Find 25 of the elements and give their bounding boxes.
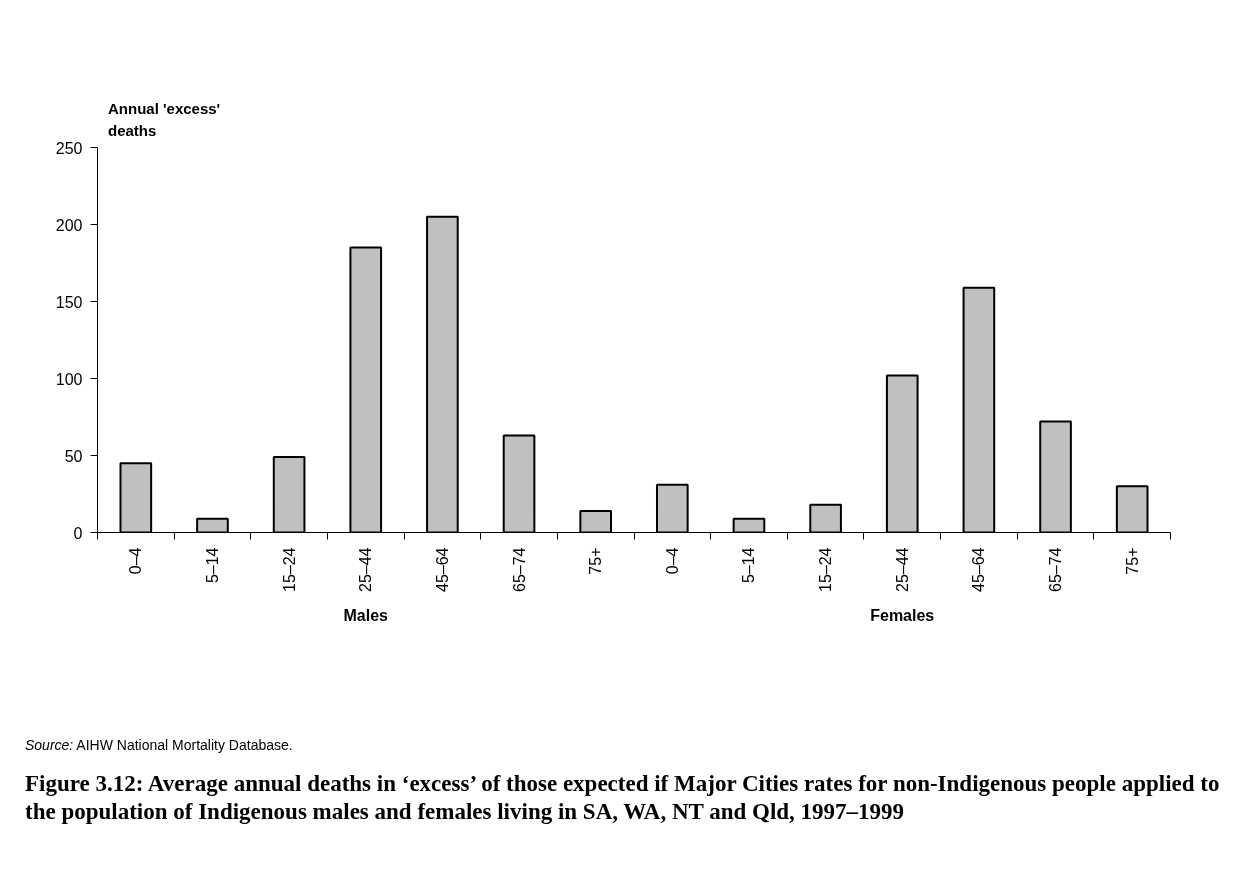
x-tick-label: 5–14	[203, 547, 221, 584]
y-tick-label: 150	[55, 293, 83, 311]
x-tick-label: 25–44	[357, 547, 375, 592]
x-tick-label: 75+	[1123, 547, 1141, 575]
x-tick-label: 15–24	[280, 547, 298, 592]
x-tick-label: 45–64	[970, 547, 988, 592]
y-axis-title: Annual 'excess' deaths	[108, 99, 222, 141]
y-tick-label: 0	[73, 524, 83, 542]
x-tick-label: 75+	[587, 547, 605, 575]
source-note: Source: AIHW National Mortality Database.	[25, 736, 293, 755]
x-tick-label: 65–74	[510, 547, 528, 592]
x-tick-label: 0–4	[663, 547, 681, 575]
y-tick-label: 50	[64, 447, 83, 465]
y-tick-label: 200	[55, 216, 83, 234]
y-tick-label: 250	[55, 139, 83, 157]
text: Figure 3.12: Average annual deaths in ‘excess’ of those expected if Major Cities rates for non-Indigenous people applied to the population of Indigenous males and females living in SA, WA, NT and Qld, 1997–1999	[25, 770, 1220, 826]
x-tick-label: 25–44	[893, 547, 911, 592]
x-tick-label: 45–64	[433, 547, 451, 592]
x-tick-label: 5–14	[740, 547, 758, 584]
text: Females	[870, 606, 935, 624]
text: Males	[343, 606, 389, 624]
x-tick-label: 15–24	[817, 547, 835, 592]
y-tick-label: 100	[55, 370, 83, 388]
x-tick-label: 65–74	[1047, 547, 1065, 592]
x-tick-label: 0–4	[127, 547, 145, 575]
